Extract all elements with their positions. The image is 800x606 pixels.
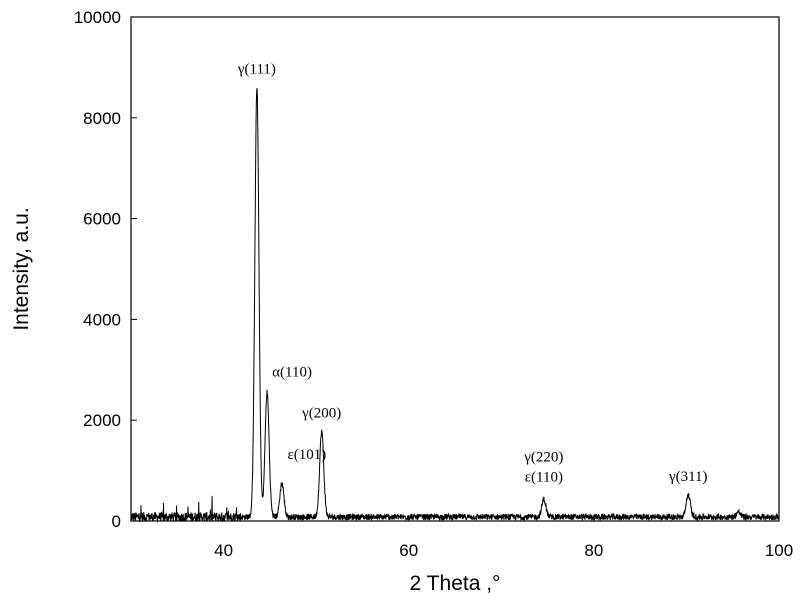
- y-tick-label: 0: [112, 512, 121, 531]
- peak-label: α(110): [272, 364, 312, 380]
- x-tick-label: 40: [214, 541, 233, 560]
- peak-label: γ(311): [668, 469, 708, 485]
- plot-frame: [130, 16, 780, 522]
- peak-label: γ(200): [301, 405, 341, 421]
- peak-annotations: γ(111) α(110) ε(101) γ(200) γ(220) ε(110) γ(31…: [237, 62, 708, 486]
- x-axis-ticks: 40 60 80 100: [214, 515, 793, 560]
- peak-label: ε(101): [287, 447, 326, 463]
- peak-label-secondary: ε(110): [525, 469, 563, 485]
- peak-label: γ(111): [237, 62, 276, 78]
- y-axis-ticks: 0 2000 4000 6000 8000 10000: [74, 8, 137, 531]
- x-tick-label: 100: [765, 541, 793, 560]
- x-axis-title: 2 Theta ,°: [410, 572, 501, 595]
- x-tick-label: 60: [399, 541, 418, 560]
- y-tick-label: 10000: [74, 8, 121, 27]
- y-tick-label: 4000: [83, 310, 121, 329]
- diffraction-pattern-line: [130, 88, 780, 523]
- y-axis-title: Intensity, a.u.: [10, 207, 33, 330]
- y-tick-label: 8000: [83, 109, 121, 128]
- y-tick-label: 6000: [83, 210, 121, 229]
- peak-label: γ(220): [523, 449, 563, 465]
- x-tick-label: 80: [584, 541, 603, 560]
- y-tick-label: 2000: [83, 411, 121, 430]
